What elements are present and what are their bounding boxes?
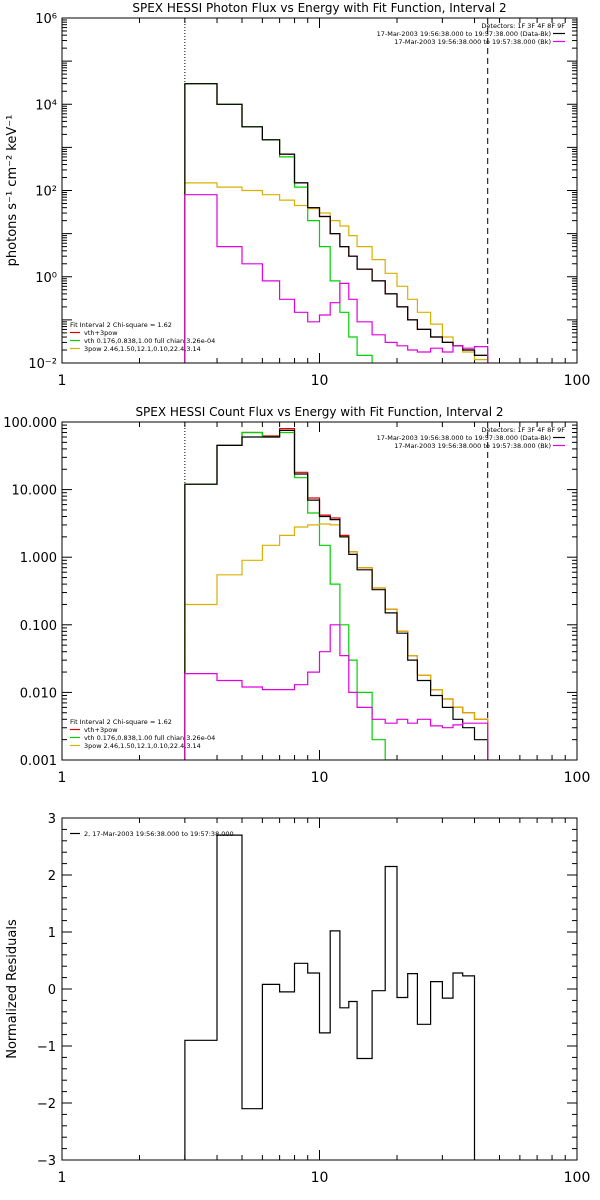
x-tick-label: 100 [564,373,591,389]
legend-entry: 17-Mar-2003 19:56:38.000 to 19:57:38.000… [394,38,551,46]
y-tick-label: 0.001 [20,754,57,769]
legend-entry: Detectors: 1F 3F 4F 8F 9F [481,426,565,434]
y-tick-label: 0.010 [20,686,57,701]
y-tick-label: 0 [48,983,56,998]
plot-frame [61,421,578,761]
legend-entry: vth+3pow [84,329,118,337]
x-tick-label: 1 [58,1170,67,1186]
count-flux-panel: SPEX HESSI Count Flux vs Energy with Fit… [3,405,590,786]
series-group [184,834,476,1160]
y-tick-label: 10⁶ [35,12,57,27]
x-tick-label: 10 [311,373,329,389]
y-tick-label: 0.100 [20,619,57,634]
residuals-panel: Normalized Residuals 1 10 100 −3 −2 −1 0 1 2 3 2, 1… [5,812,590,1186]
series-group [184,428,489,760]
y-tick-label: 1.000 [20,551,57,566]
legend-entry: 17-Mar-2003 19:56:38.000 to 19:57:38.000… [394,442,551,450]
y-tick-label: 10⁰ [35,271,57,286]
data-series-line [184,429,489,760]
x-tick-label: 10 [311,770,329,786]
y-tick-label: 1 [48,926,56,941]
y-tick-label: −1 [37,1040,56,1055]
y-tick-label: −3 [37,1154,56,1169]
y-tick-label: 100.000 [3,416,57,431]
legend-entry: 17-Mar-2003 19:56:38.000 to 19:57:38.000… [377,30,551,38]
legend-entry: Detectors: 1F 3F 4F 8F 9F [481,22,565,30]
y-tick-label: 10.000 [12,484,58,499]
legend-entry: 3pow 2.46,1.50,12.1,0.10,22.4,3.14 [84,345,201,353]
background_spec-series-line [184,194,489,363]
x-tick-label: 100 [564,770,591,786]
y-tick-label: 2 [48,869,56,884]
legend-entry: Fit Interval 2 Chi-square = 1.62 [70,718,172,726]
thermal-series-line [184,83,373,363]
legend-entry: 2, 17-Mar-2003 19:56:38.000 to 19:57:38.… [84,830,234,838]
photon-flux-panel: SPEX HESSI Photon Flux vs Energy with Fi… [5,1,590,389]
legend-entry: vth 0.176,0.838,1.00 full chian 3.26e-04 [84,734,215,742]
y-tick-label: 10⁻² [28,357,57,372]
data-series-line [184,834,476,1160]
y-tick-label: 10² [35,185,57,200]
data-series-line [184,83,489,363]
total-series-line [184,428,489,760]
legend-entry: 3pow 2.46,1.50,12.1,0.10,22.4,3.14 [84,742,201,750]
legend-entry: vth+3pow [84,726,118,734]
legend-entry: 17-Mar-2003 19:56:38.000 to 19:57:38.000… [377,434,551,442]
powerlaw-series-line [184,182,489,363]
legend-entry: Fit Interval 2 Chi-square = 1.62 [70,321,172,329]
y-tick-label: 10⁴ [35,98,57,113]
plot-frame [61,817,578,1161]
y-axis-label: photons s⁻¹ cm⁻² keV⁻¹ [5,115,20,267]
chart-title: SPEX HESSI Photon Flux vs Energy with Fi… [132,1,506,15]
background_spec-series-line [184,624,489,760]
powerlaw-series-line [184,523,489,760]
x-tick-label: 1 [58,770,67,786]
chart-title: SPEX HESSI Count Flux vs Energy with Fit… [135,405,503,419]
plot-frame [61,17,578,364]
total-series-line [184,83,489,363]
x-tick-label: 10 [311,1170,329,1186]
y-tick-label: 3 [48,812,56,827]
y-axis-label: Normalized Residuals [5,919,20,1059]
x-tick-label: 100 [564,1170,591,1186]
y-tick-label: −2 [37,1097,56,1112]
x-tick-label: 1 [58,373,67,389]
series-group [184,83,489,363]
legend-entry: vth 0.176,0.838,1.00 full chian 3.26e-04 [84,337,215,345]
